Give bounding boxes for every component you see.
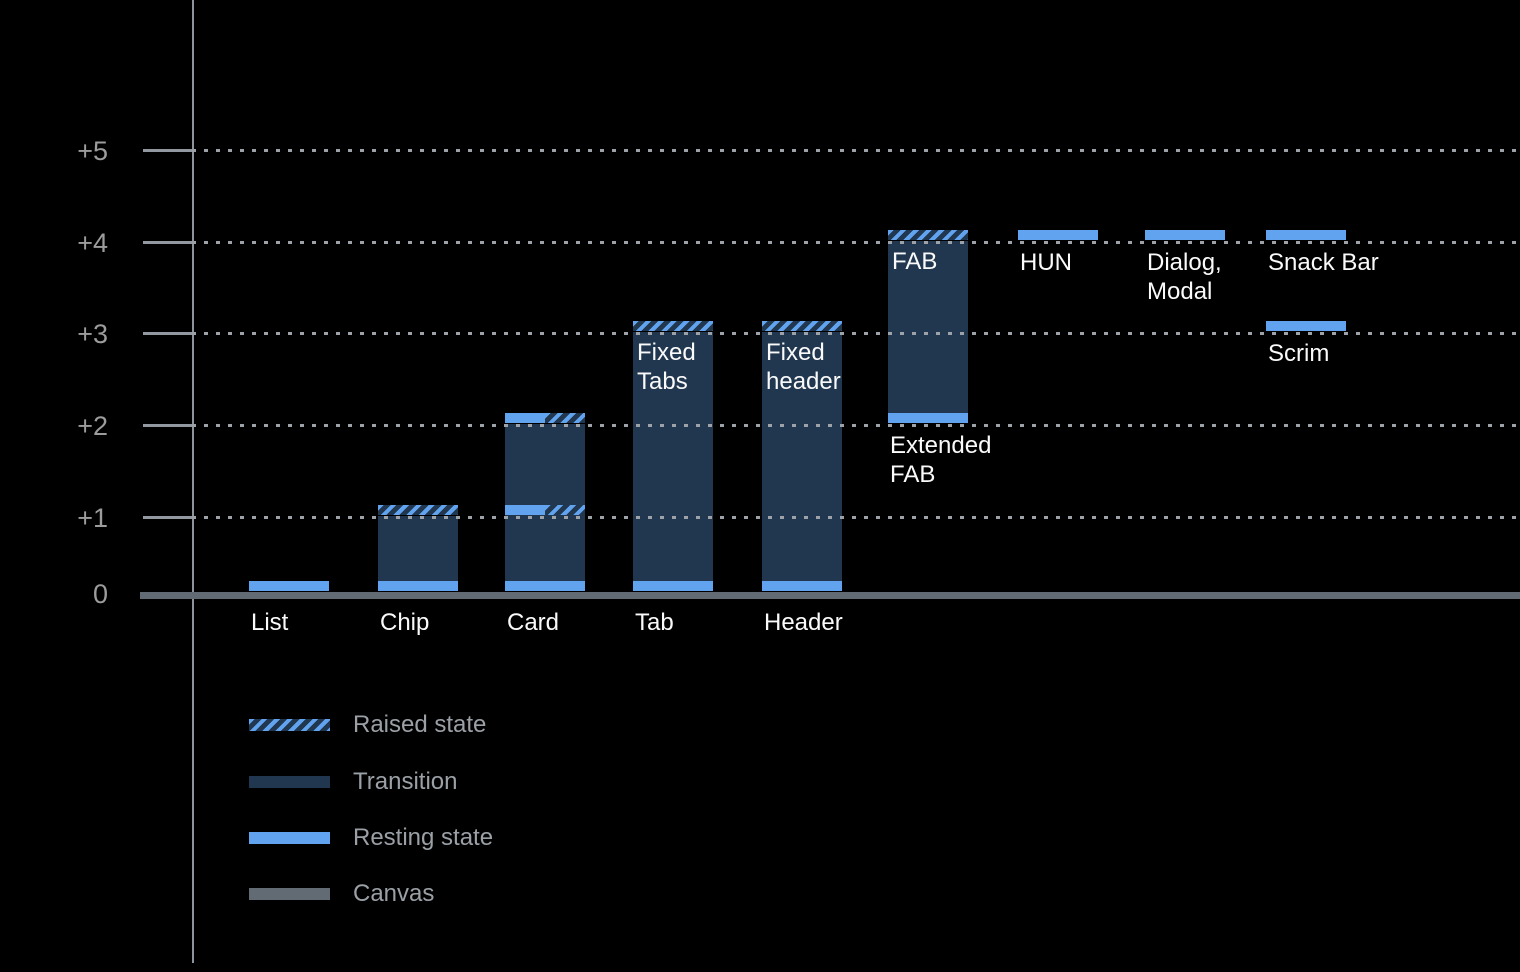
bar-label-list: List xyxy=(251,609,289,636)
bar-hun-resting-band xyxy=(1018,230,1098,240)
legend-swatch-resting-state xyxy=(249,832,330,844)
bar-header-transition xyxy=(762,332,842,581)
y-axis-label-1: +1 xyxy=(77,503,108,533)
gridline-5 xyxy=(192,149,1520,152)
y-axis-tick-5 xyxy=(143,149,192,152)
bar-card-resting-band xyxy=(505,581,585,591)
bar-inner-label-extended-fab: FAB xyxy=(892,248,938,275)
bar-snack-bar-resting-band xyxy=(1266,230,1346,240)
gridline-3 xyxy=(192,332,1520,335)
y-axis-tick-2 xyxy=(143,424,192,427)
y-axis-tick-1 xyxy=(143,516,192,519)
gridline-2 xyxy=(192,424,1520,427)
gridline-1 xyxy=(192,516,1520,519)
legend-swatch-canvas xyxy=(249,888,330,900)
bar-extended-fab-raised-band xyxy=(888,230,968,240)
bar-label-tab: Tab xyxy=(635,609,674,636)
bar-dialog-modal-resting-band xyxy=(1145,230,1225,240)
bar-inner-label-tab: Fixed Tabs xyxy=(637,339,696,395)
bar-label-snack-bar: Snack Bar xyxy=(1268,249,1379,276)
bar-chip-transition xyxy=(378,516,458,581)
bar-tab-transition xyxy=(633,332,713,581)
bar-label-chip: Chip xyxy=(380,609,430,636)
bar-label-extended-fab: Extended FAB xyxy=(890,432,992,488)
legend-swatch-raised-state xyxy=(249,719,330,731)
y-axis-label-0: 0 xyxy=(92,579,108,609)
legend-label-raised-state: Raised state xyxy=(353,711,487,738)
legend-swatch-transition xyxy=(249,776,330,788)
bar-card-resting-band-2 xyxy=(505,413,545,423)
bar-label-header: Header xyxy=(764,609,843,636)
bar-header-resting-band xyxy=(762,581,842,591)
bar-chip-resting-band xyxy=(378,581,458,591)
bar-card-raised-band-2 xyxy=(545,413,585,423)
gridline-4 xyxy=(192,241,1520,244)
y-axis-line xyxy=(192,0,194,963)
bar-list-resting-band xyxy=(249,581,329,591)
bar-label-hun: HUN xyxy=(1020,249,1072,276)
y-axis-label-2: +2 xyxy=(77,411,108,441)
bar-scrim-resting-band xyxy=(1266,321,1346,331)
bar-card-transition xyxy=(505,424,585,581)
y-axis-tick-4 xyxy=(143,241,192,244)
bar-card-resting-band-1 xyxy=(505,505,545,515)
legend-label-resting-state: Resting state xyxy=(353,824,494,851)
y-axis-tick-3 xyxy=(143,332,192,335)
legend-label-transition: Transition xyxy=(353,768,458,795)
bar-tab-resting-band xyxy=(633,581,713,591)
bar-extended-fab-resting-band xyxy=(888,413,968,423)
bar-header-raised-band xyxy=(762,321,842,331)
bar-inner-label-header: Fixed header xyxy=(766,339,841,395)
legend-label-canvas: Canvas xyxy=(353,880,435,907)
bar-chip-raised-band xyxy=(378,505,458,515)
y-axis-label-5: +5 xyxy=(77,136,108,166)
bar-extended-fab-transition xyxy=(888,241,968,413)
y-axis-label-3: +3 xyxy=(77,319,108,349)
bar-label-scrim: Scrim xyxy=(1268,340,1330,367)
bar-tab-raised-band xyxy=(633,321,713,331)
canvas-line xyxy=(140,592,1520,599)
bar-card-raised-band-1 xyxy=(545,505,585,515)
bar-label-card: Card xyxy=(507,609,560,636)
y-axis-label-4: +4 xyxy=(77,228,108,258)
bar-label-dialog-modal: Dialog, Modal xyxy=(1147,249,1222,305)
